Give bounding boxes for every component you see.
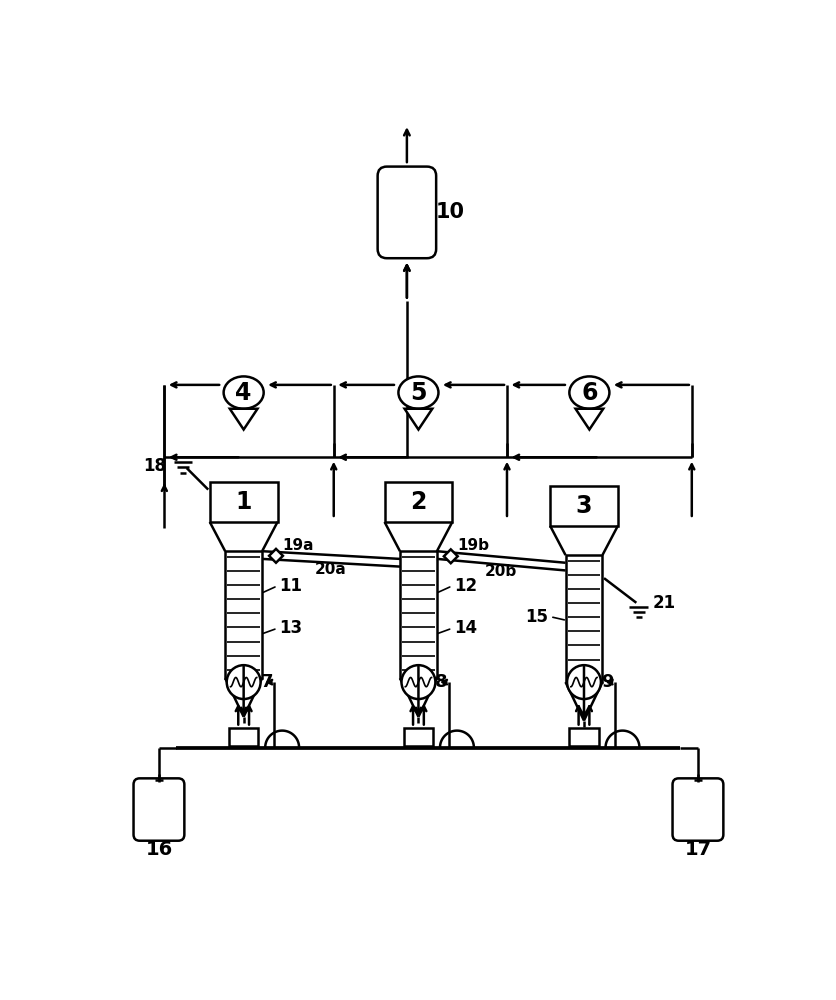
Text: 13: 13 bbox=[279, 619, 302, 637]
Ellipse shape bbox=[569, 376, 609, 409]
Text: 17: 17 bbox=[685, 840, 711, 859]
Bar bbox=[229, 728, 258, 746]
Text: 6: 6 bbox=[581, 381, 598, 405]
FancyBboxPatch shape bbox=[134, 778, 185, 841]
Circle shape bbox=[227, 665, 261, 699]
Text: 9: 9 bbox=[601, 673, 614, 691]
Text: 5: 5 bbox=[410, 381, 426, 405]
Text: 7: 7 bbox=[261, 673, 273, 691]
FancyBboxPatch shape bbox=[378, 167, 436, 258]
FancyBboxPatch shape bbox=[672, 778, 723, 841]
Bar bbox=[400, 551, 437, 678]
Text: 16: 16 bbox=[145, 840, 172, 859]
Text: 19b: 19b bbox=[457, 538, 489, 553]
Text: 18: 18 bbox=[143, 457, 166, 475]
Bar bbox=[385, 482, 452, 522]
Text: 20b: 20b bbox=[485, 564, 517, 579]
Text: 20a: 20a bbox=[315, 562, 347, 577]
Circle shape bbox=[401, 665, 436, 699]
Text: 14: 14 bbox=[454, 619, 477, 637]
Ellipse shape bbox=[399, 376, 438, 409]
Ellipse shape bbox=[223, 376, 263, 409]
Circle shape bbox=[567, 665, 601, 699]
Text: 15: 15 bbox=[526, 608, 548, 626]
Polygon shape bbox=[269, 549, 283, 563]
Polygon shape bbox=[230, 409, 257, 430]
Text: 4: 4 bbox=[236, 381, 252, 405]
Text: 10: 10 bbox=[436, 202, 465, 222]
Bar bbox=[565, 555, 603, 682]
Bar bbox=[550, 486, 618, 526]
Bar bbox=[404, 728, 433, 746]
Text: 12: 12 bbox=[454, 577, 477, 595]
Text: 11: 11 bbox=[279, 577, 302, 595]
Bar bbox=[210, 482, 278, 522]
Text: 8: 8 bbox=[436, 673, 448, 691]
Polygon shape bbox=[444, 549, 457, 563]
Bar bbox=[569, 728, 599, 746]
Text: 3: 3 bbox=[576, 494, 592, 518]
Polygon shape bbox=[575, 409, 604, 430]
Text: 2: 2 bbox=[410, 490, 426, 514]
Text: 21: 21 bbox=[653, 594, 675, 612]
Bar bbox=[225, 551, 263, 678]
Polygon shape bbox=[405, 409, 432, 430]
Text: 19a: 19a bbox=[282, 538, 314, 553]
Text: 1: 1 bbox=[236, 490, 252, 514]
